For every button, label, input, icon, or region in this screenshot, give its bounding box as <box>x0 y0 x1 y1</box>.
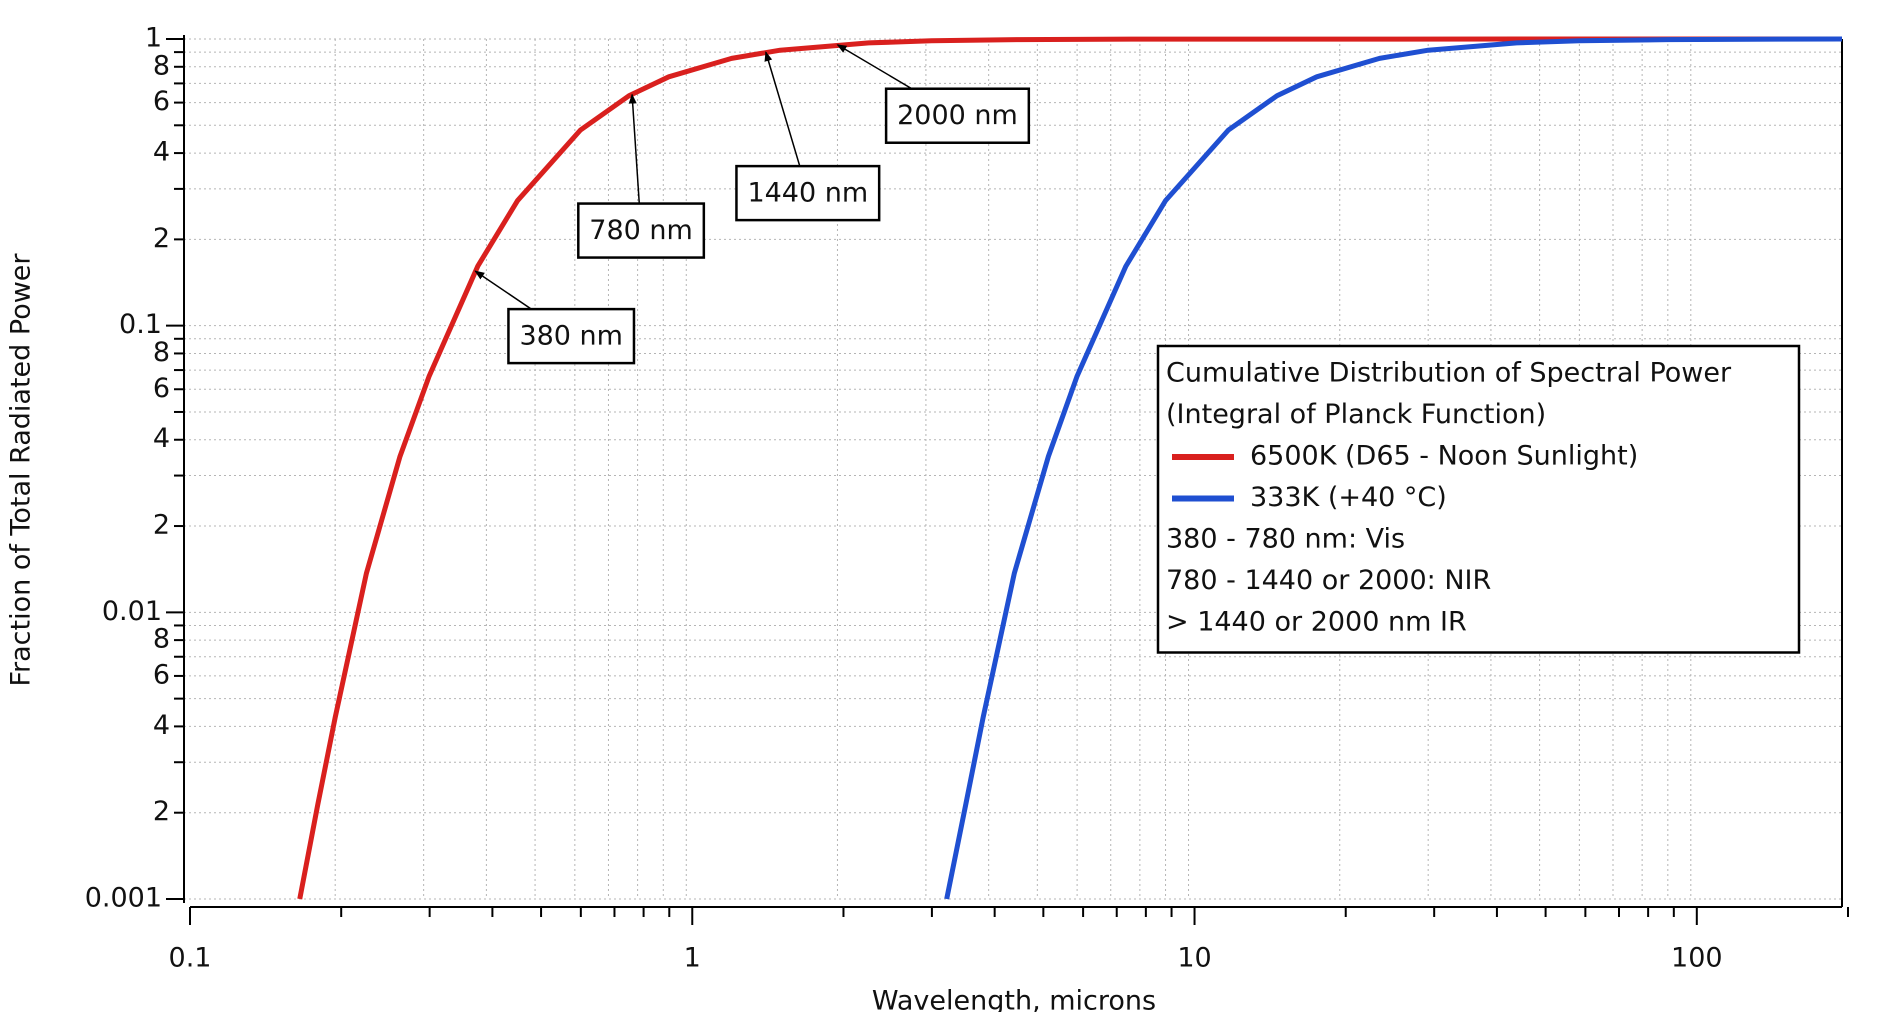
y-tick-label: 2 <box>153 223 170 254</box>
y-tick-label: 1 <box>145 23 162 54</box>
legend-box <box>1156 344 1801 654</box>
annotation-label: 2000 nm <box>897 100 1018 131</box>
legend-label: 6500K (D65 - Noon Sunlight) <box>1250 441 1638 472</box>
y-axis-label: Fraction of Total Radiated Power <box>6 253 37 687</box>
legend-title: Cumulative Distribution of Spectral Powe… <box>1166 358 1732 389</box>
y-tick-label: 0.01 <box>102 596 162 627</box>
y-tick-label: 2 <box>153 796 170 827</box>
annotation-label: 1440 nm <box>747 178 868 209</box>
legend-note: 380 - 780 nm: Vis <box>1166 524 1405 555</box>
y-tick-label: 6 <box>153 659 170 690</box>
y-tick-label: 6 <box>153 86 170 117</box>
x-tick-label: 10 <box>1177 943 1211 974</box>
y-tick-label: 4 <box>153 137 170 168</box>
y-tick-label: 4 <box>153 710 170 741</box>
x-tick-label: 0.1 <box>169 943 212 974</box>
legend-title: (Integral of Planck Function) <box>1166 399 1546 430</box>
annotation-label: 780 nm <box>589 215 693 246</box>
legend-note: 780 - 1440 or 2000: NIR <box>1166 565 1491 596</box>
y-tick-label: 8 <box>153 337 170 368</box>
y-tick-label: 8 <box>153 624 170 655</box>
y-tick-label: 2 <box>153 510 170 541</box>
annotation-box <box>577 202 706 259</box>
annotation-label: 380 nm <box>519 321 623 352</box>
series-line <box>944 36 1843 900</box>
x-tick-label: 1 <box>684 943 701 974</box>
y-tick-label: 4 <box>153 423 170 454</box>
y-tick-label: 0.1 <box>119 309 162 340</box>
y-tick-label: 6 <box>153 373 170 404</box>
x-tick-label: 100 <box>1671 943 1723 974</box>
annotation-box <box>735 164 881 222</box>
x-axis-label: Wavelength, microns <box>872 986 1156 1012</box>
legend-label: 333K (+40 °C) <box>1250 482 1447 513</box>
annotation-box <box>507 307 636 365</box>
legend: Cumulative Distribution of Spectral Powe… <box>1156 344 1801 654</box>
annotation-box <box>884 87 1031 144</box>
series-line <box>297 36 1843 900</box>
legend-note: > 1440 or 2000 nm IR <box>1166 607 1467 638</box>
y-tick-label: 0.001 <box>85 883 162 914</box>
y-tick-label: 8 <box>153 50 170 81</box>
